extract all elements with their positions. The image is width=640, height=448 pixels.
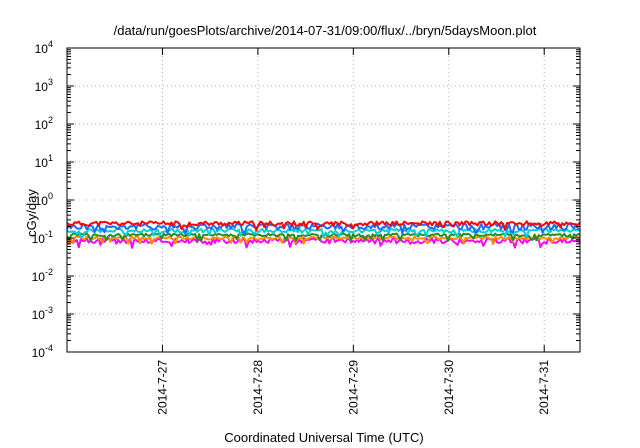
x-tick-label: 2014-7-27 bbox=[155, 360, 169, 415]
grid bbox=[67, 48, 580, 352]
x-tick-label: 2014-7-28 bbox=[251, 360, 265, 415]
x-tick-label: 2014-7-31 bbox=[537, 360, 551, 415]
x-tick-label: 2014-7-29 bbox=[346, 360, 360, 415]
y-tick-label: 10-4​ bbox=[32, 343, 53, 360]
y-tick-label: 104​ bbox=[35, 39, 53, 56]
x-axis: 2014-7-27 2014-7-28 2014-7-29 2014-7-30 2014… bbox=[155, 48, 551, 415]
series-lines bbox=[66, 220, 581, 249]
y-axis-label: cGy/day bbox=[24, 189, 39, 237]
y-tick-label: 10-2​ bbox=[32, 267, 53, 284]
chart-title: /data/run/goesPlots/archive/2014-07-31/0… bbox=[114, 23, 537, 38]
series-line-1 bbox=[66, 220, 581, 232]
y-tick-label: 10-1​ bbox=[32, 229, 53, 246]
y-tick-label: 102​ bbox=[35, 115, 53, 132]
y-tick-label: 101​ bbox=[35, 153, 53, 170]
y-tick-label: 103​ bbox=[35, 77, 53, 94]
y-tick-label: 10-3​ bbox=[32, 305, 53, 322]
y-tick-label: 100​ bbox=[35, 191, 53, 208]
x-tick-label: 2014-7-30 bbox=[442, 360, 456, 415]
x-axis-label: Coordinated Universal Time (UTC) bbox=[224, 430, 423, 445]
series-line-3 bbox=[66, 227, 581, 238]
y-axis: 10-4​ 10-3​ 10-2​ 10-1​ 100​ 101​ 102​ 103​ 104​ bbox=[32, 39, 580, 360]
